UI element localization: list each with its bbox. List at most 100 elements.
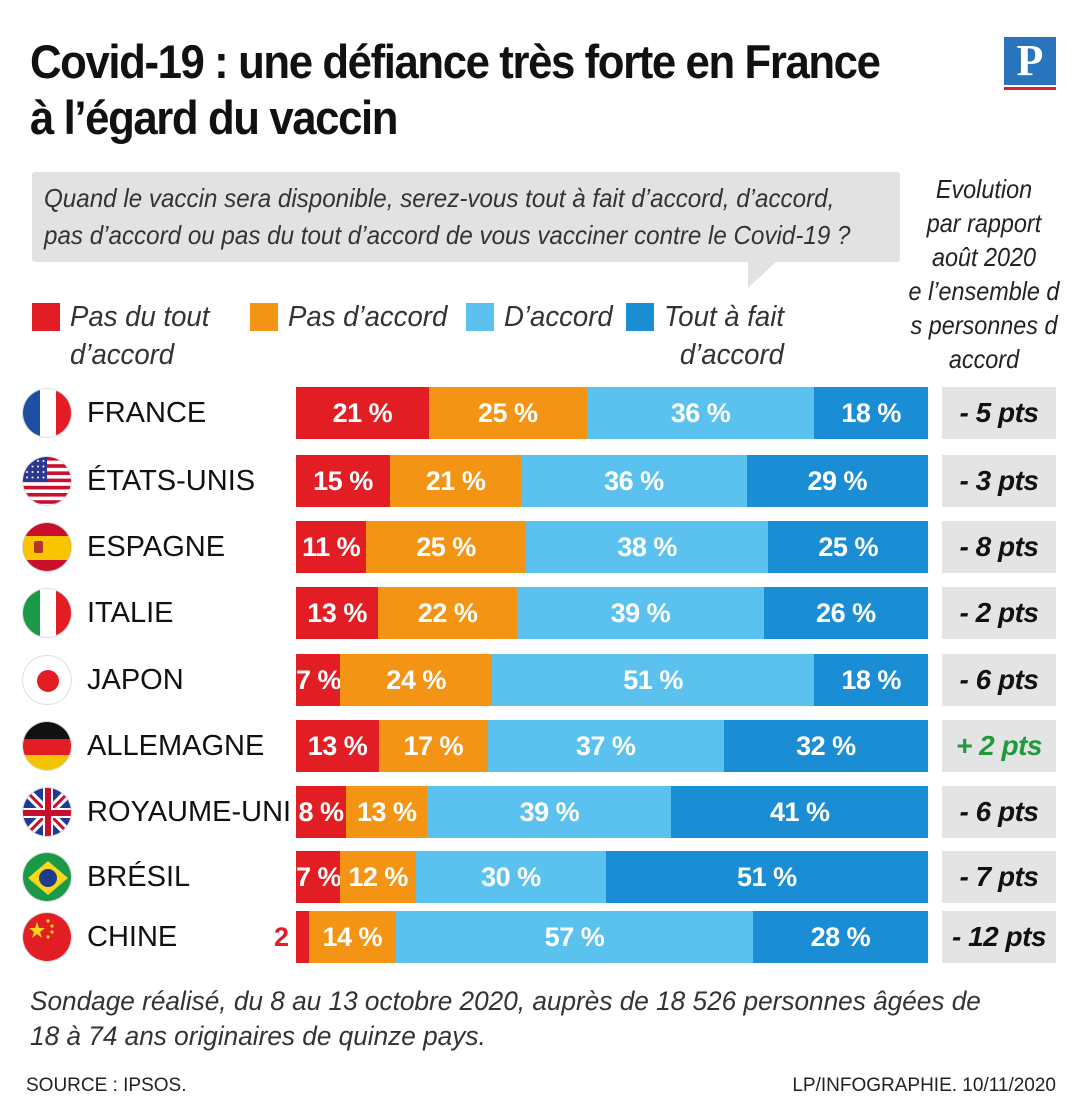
stacked-bar: 13 % 17 % 37 % 32 % — [296, 720, 928, 772]
data-label: 30 % — [481, 862, 541, 892]
legend-swatch — [32, 303, 60, 331]
legend-swatch — [626, 303, 654, 331]
data-label: 13 % — [356, 797, 417, 827]
flag-icon — [22, 655, 72, 705]
survey-note: Sondage réalisé, du 8 au 13 octobre 2020… — [30, 986, 981, 1051]
category-label: ESPAGNE — [87, 531, 226, 563]
stacked-bar: 7 % 24 % 51 % 18 % — [296, 654, 928, 706]
bar-segment — [768, 521, 928, 573]
evolution-value: - 3 pts — [942, 455, 1056, 507]
legend-item: Pas du tout d’accord — [32, 298, 217, 374]
chart-row: CHINE 2 % 14 % 57 % 28 % - 12 pts — [0, 911, 1080, 963]
legend-item: Pas d’accord — [250, 298, 456, 336]
data-label: 13 % — [307, 731, 368, 761]
data-label: 8 % — [298, 797, 345, 827]
question-bubble: Quand le vaccin sera disponible, serez-v… — [32, 172, 900, 262]
bar-segment — [517, 587, 764, 639]
bar-segment — [586, 387, 815, 439]
data-label: 14 % — [322, 922, 383, 952]
chart-row: JAPON 7 % 24 % 51 % 18 % - 6 pts — [0, 654, 1080, 706]
stacked-bar: 21 % 25 % 36 % 18 % — [296, 387, 928, 439]
flag-icon — [22, 588, 72, 638]
bar-segment — [525, 521, 769, 573]
bar-segment — [428, 387, 587, 439]
category-label: ROYAUME-UNI — [87, 796, 292, 828]
flag-icon — [22, 852, 72, 902]
data-label: 21 % — [332, 398, 393, 428]
data-label: 37 % — [575, 731, 636, 761]
bar-segment — [296, 521, 367, 573]
data-label: 38 % — [617, 532, 677, 562]
bar-segment — [346, 786, 428, 838]
category-label: FRANCE — [87, 397, 207, 429]
data-label: 51 % — [623, 665, 683, 695]
stacked-bar: 7 % 12 % 30 % 51 % — [296, 851, 928, 903]
evolution-value: - 6 pts — [942, 654, 1056, 706]
bar-segment — [296, 911, 309, 963]
bar-segment — [366, 521, 526, 573]
data-label: 22 % — [417, 598, 478, 628]
evolution-value: - 2 pts — [942, 587, 1056, 639]
legend-label: D’accord — [504, 301, 613, 333]
bar-segment — [746, 455, 928, 507]
bar-segment — [605, 851, 928, 903]
bar-segment — [491, 654, 815, 706]
flag-icon — [22, 522, 72, 572]
bar-segment — [296, 654, 341, 706]
bar-segment — [340, 851, 417, 903]
legend-item: Tout à fait d’accord — [626, 298, 790, 374]
logo-underline — [1004, 87, 1056, 90]
chart-row: ROYAUME-UNI 8 % 13 % 39 % 41 % - 6 pts — [0, 786, 1080, 838]
legend-swatch — [466, 303, 494, 331]
data-label: 29 % — [807, 466, 868, 496]
data-label: 24 % — [386, 665, 446, 695]
data-label: 57 % — [544, 922, 605, 952]
data-label: 39 % — [519, 797, 580, 827]
evolution-value: - 7 pts — [942, 851, 1056, 903]
data-label: 26 % — [816, 598, 876, 628]
data-label: 25 % — [416, 532, 476, 562]
chart-row: ITALIE 13 % 22 % 39 % 26 % - 2 pts — [0, 587, 1080, 639]
chart-row: ESPAGNE 11 % 25 % 38 % 25 % - 8 pts — [0, 521, 1080, 573]
evolution-header: Evolution par rapport août 2020 e l’ensem… — [908, 174, 1060, 374]
question-text: Quand le vaccin sera disponible, serez-v… — [44, 183, 851, 250]
data-label: 18 % — [841, 665, 901, 695]
stacked-bar: 13 % 22 % 39 % 26 % — [296, 587, 928, 639]
newspaper-logo: P — [1004, 37, 1056, 85]
bar-segment — [814, 387, 928, 439]
data-label: 28 % — [810, 922, 871, 952]
category-label: ÉTATS-UNIS — [87, 465, 256, 497]
evolution-value: - 12 pts — [942, 911, 1056, 963]
chart-row: ÉTATS-UNIS 15 % 21 % 36 % 29 % - 3 pts — [0, 455, 1080, 507]
flag-icon — [22, 787, 72, 837]
data-label: 51 % — [737, 862, 797, 892]
evolution-value: - 5 pts — [942, 387, 1056, 439]
bar-segment — [752, 911, 928, 963]
bar-segment — [389, 455, 522, 507]
data-label: 36 % — [604, 466, 664, 496]
bar-segment — [296, 387, 429, 439]
bar-segment — [378, 587, 518, 639]
legend-item: D’accord — [466, 298, 618, 336]
bar-segment — [763, 587, 928, 639]
legend-label: Tout à fait d’accord — [664, 301, 784, 371]
stacked-bar: 2 % 14 % 57 % 28 % — [274, 911, 928, 963]
chart-row: ALLEMAGNE 13 % 17 % 37 % 32 % + 2 pts — [0, 720, 1080, 772]
data-label: 25 % — [477, 398, 538, 428]
bar-segment — [296, 455, 390, 507]
data-label: 7 % — [296, 862, 342, 892]
stacked-bar: 11 % 25 % 38 % 25 % — [296, 521, 928, 573]
data-label: 36 % — [670, 398, 731, 428]
data-label: 18 % — [841, 398, 901, 428]
bar-segment — [416, 851, 606, 903]
data-label: 25 % — [818, 532, 878, 562]
bar-segment — [723, 720, 928, 772]
bar-segment — [671, 786, 928, 838]
flag-icon — [22, 912, 72, 962]
bar-segment — [521, 455, 747, 507]
data-label: 21 % — [425, 466, 486, 496]
bar-segment — [814, 654, 928, 706]
bar-segment — [378, 720, 488, 772]
data-label: 12 % — [348, 862, 408, 892]
bar-segment — [396, 911, 753, 963]
